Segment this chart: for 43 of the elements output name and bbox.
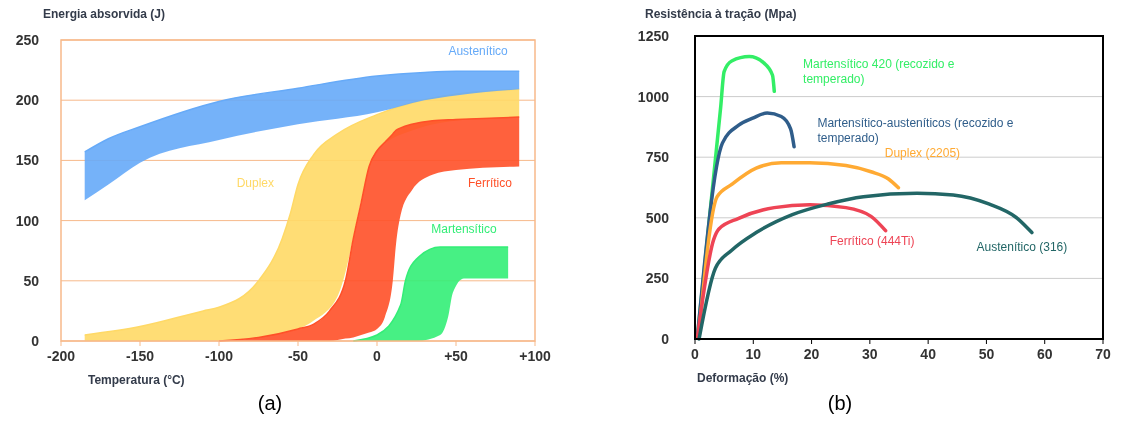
x-tick-label: -100	[204, 348, 234, 364]
y-tick-label: 250	[645, 270, 670, 287]
y-tick-label: 50	[23, 272, 40, 289]
x-tick-label: 40	[920, 346, 937, 362]
y-tick-label: 150	[15, 152, 40, 169]
x-tick-label: 70	[1095, 346, 1111, 362]
text: (a)	[257, 392, 283, 414]
x-tick-label: 20	[803, 346, 820, 362]
text: Martensítico 420 (recozido e temperado)	[803, 56, 955, 86]
series-label: Martensítico-austeníticos (recozido e temperado)	[817, 115, 1014, 145]
y-axis-title: Resistência à tração (Mpa)	[645, 7, 797, 21]
x-tick-label: 30	[862, 346, 878, 362]
series-label: Martensítico	[431, 221, 497, 236]
x-tick-label: -200	[46, 348, 76, 364]
x-tick-label: -50	[287, 348, 309, 364]
y-tick-label: 1000	[637, 88, 670, 105]
y-tick-label: 200	[15, 92, 40, 109]
x-tick-label: -150	[125, 348, 155, 364]
line-series	[697, 191, 1034, 341]
y-tick-label: 0	[31, 333, 40, 349]
x-axis-title: Deformação (%)	[697, 371, 789, 385]
x-tick-label: 0	[691, 346, 700, 362]
text: (b)	[827, 392, 853, 414]
y-tick-label: 100	[15, 212, 40, 229]
series-label: Ferrítico (444Ti)	[829, 234, 915, 249]
y-tick-label: 750	[645, 149, 670, 166]
x-tick-label: +100	[519, 348, 551, 364]
series-label: Duplex (2205)	[884, 146, 961, 161]
y-axis-title: Energia absorvida (J)	[43, 7, 166, 21]
text: Ferrítico	[467, 176, 513, 191]
series-label: Austenítico	[448, 44, 509, 59]
x-tick-label: 60	[1036, 346, 1053, 362]
y-tick-label: 0	[661, 331, 670, 347]
x-tick-label: 0	[373, 348, 382, 364]
series-label: Austenítico (316)	[976, 240, 1068, 255]
x-tick-label: +50	[444, 348, 469, 364]
series-label: Duplex	[236, 176, 275, 191]
y-tick-label: 250	[15, 32, 40, 48]
x-tick-label: 50	[978, 346, 995, 362]
y-tick-label: 500	[645, 209, 670, 226]
x-axis-title: Temperatura (°C)	[88, 373, 185, 387]
y-tick-label: 1250	[637, 28, 670, 44]
x-tick-label: 10	[745, 346, 762, 362]
